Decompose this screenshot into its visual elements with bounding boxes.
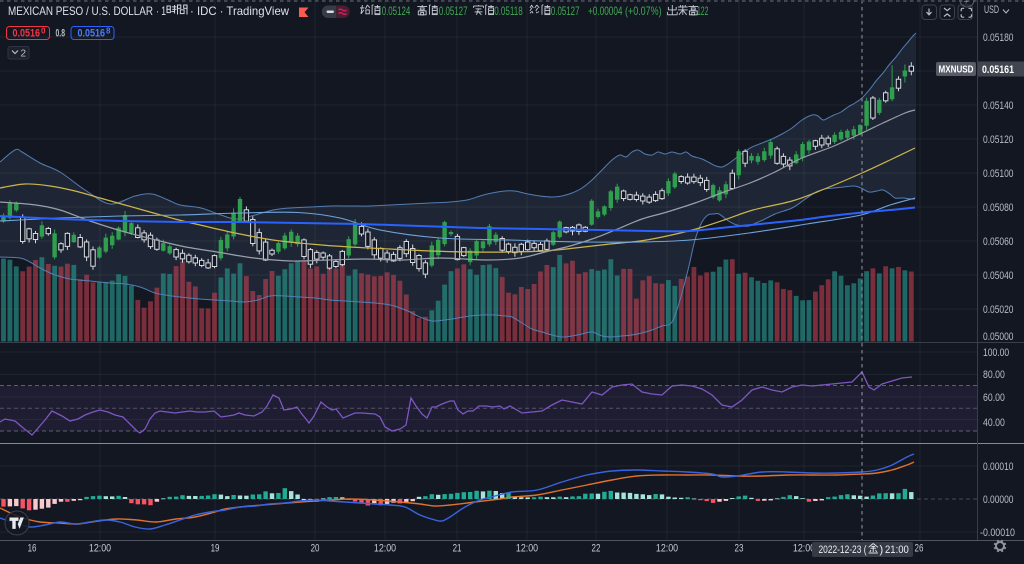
svg-text:· 1: · 1 xyxy=(156,4,166,18)
svg-text:MXNUSD: MXNUSD xyxy=(939,65,974,76)
svg-text:+0.00004: +0.00004 xyxy=(588,4,623,18)
svg-text:0.0516: 0.0516 xyxy=(78,28,106,40)
svg-text:21:00: 21:00 xyxy=(885,544,909,556)
svg-text:22: 22 xyxy=(592,543,601,555)
svg-text:26: 26 xyxy=(915,543,924,555)
svg-text:0.00010: 0.00010 xyxy=(983,461,1014,473)
svg-text:0.05124: 0.05124 xyxy=(382,4,411,18)
svg-text:12:00: 12:00 xyxy=(89,543,111,555)
svg-text:0.05020: 0.05020 xyxy=(983,304,1014,316)
svg-text:0.05060: 0.05060 xyxy=(983,236,1014,248)
svg-text:2: 2 xyxy=(21,49,27,60)
svg-text:12:00: 12:00 xyxy=(516,543,538,555)
svg-text:23: 23 xyxy=(735,543,744,555)
svg-text:0.05161: 0.05161 xyxy=(982,64,1014,76)
svg-text:20: 20 xyxy=(311,543,320,555)
svg-text:12:00: 12:00 xyxy=(656,543,678,555)
svg-text:21: 21 xyxy=(453,543,462,555)
svg-text:8: 8 xyxy=(106,27,111,36)
svg-text:+: + xyxy=(964,0,969,7)
svg-text:2022-12-23 (: 2022-12-23 ( xyxy=(819,544,867,556)
svg-text:-0.00010: -0.00010 xyxy=(980,527,1015,539)
svg-text:(+0.07%): (+0.07%) xyxy=(625,4,662,18)
svg-text:): ) xyxy=(880,544,884,556)
svg-text:· IDC · TradingView: · IDC · TradingView xyxy=(190,4,289,18)
svg-text:16: 16 xyxy=(28,543,37,555)
svg-text:0.05000: 0.05000 xyxy=(983,331,1014,343)
svg-text:12:00: 12:00 xyxy=(793,543,815,555)
svg-text:0.05180: 0.05180 xyxy=(983,32,1014,44)
svg-text:0.05100: 0.05100 xyxy=(983,168,1014,180)
svg-text:0.05120: 0.05120 xyxy=(983,134,1014,146)
svg-text:USD: USD xyxy=(984,4,999,16)
svg-text:0.05080: 0.05080 xyxy=(983,202,1014,214)
svg-text:100.00: 100.00 xyxy=(983,347,1009,359)
svg-text:0: 0 xyxy=(41,27,46,36)
svg-text:MEXICAN PESO / U.S. DOLLAR: MEXICAN PESO / U.S. DOLLAR xyxy=(8,4,153,18)
svg-text:60.00: 60.00 xyxy=(983,392,1005,404)
svg-text:0.05127: 0.05127 xyxy=(439,4,468,18)
svg-text:19: 19 xyxy=(211,543,220,555)
svg-text:12:00: 12:00 xyxy=(374,543,396,555)
svg-text:0.05118: 0.05118 xyxy=(494,4,523,18)
svg-text:0.00000: 0.00000 xyxy=(983,494,1014,506)
svg-text:0.0516: 0.0516 xyxy=(13,28,41,40)
svg-text:0.05040: 0.05040 xyxy=(983,270,1014,282)
svg-text:40.00: 40.00 xyxy=(983,417,1005,429)
svg-text:0.05140: 0.05140 xyxy=(983,100,1014,112)
svg-text:80.00: 80.00 xyxy=(983,369,1005,381)
svg-text:0.05127: 0.05127 xyxy=(551,4,580,18)
svg-text:122: 122 xyxy=(697,4,709,18)
svg-text:0.8: 0.8 xyxy=(56,28,66,40)
